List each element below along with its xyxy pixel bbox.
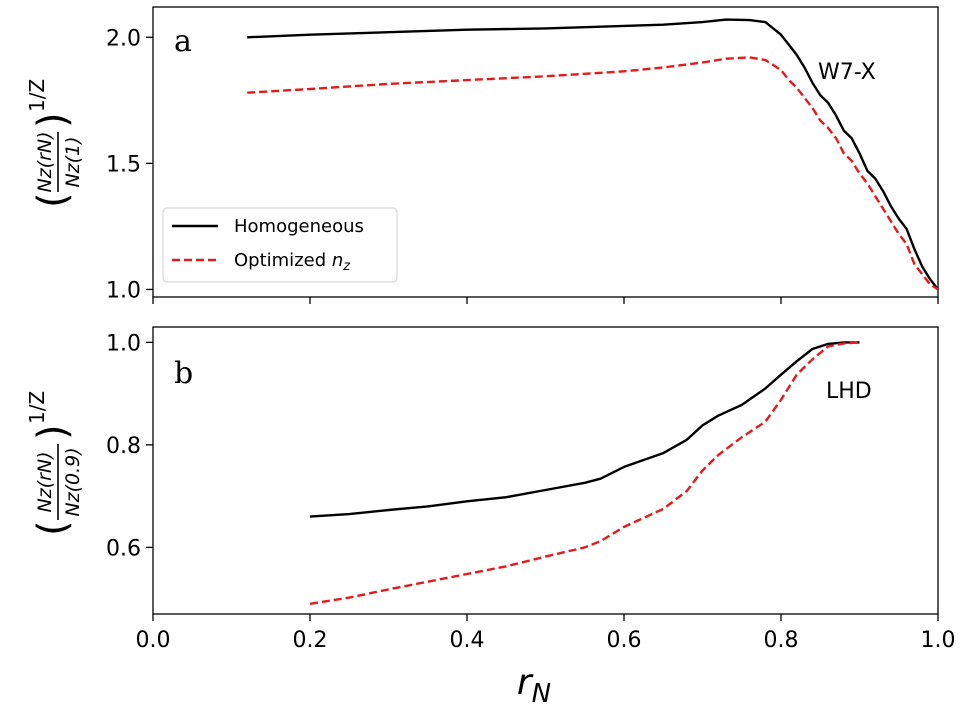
x-tick-label: 0.4 (450, 628, 485, 653)
y-tick-label: 2.0 (106, 26, 141, 51)
annotation-lhd: LHD (826, 379, 872, 404)
x-ticks-b: 0.0 0.2 0.4 0.6 0.8 1.0 (136, 614, 956, 653)
plot-frame-a (152, 6, 939, 298)
legend: Homogeneous Optimized nz (162, 207, 398, 283)
y-label-left-paren: ( (30, 192, 76, 208)
y-tick-label: 1.0 (106, 331, 141, 356)
x-tick-label: 0.0 (136, 628, 171, 653)
series-line-optimized (247, 56, 939, 291)
series-line-homogeneous (309, 341, 860, 518)
annotation-w7x: W7-X (818, 60, 876, 85)
y-tick-label: 1.0 (106, 278, 141, 303)
x-axis-label-sub: N (532, 679, 551, 705)
y-axis-label-b: ( Nz(rN) Nz(0.9) ) 1/Z (25, 391, 84, 536)
legend-box (162, 207, 398, 283)
legend-label-homogeneous: Homogeneous (234, 216, 364, 237)
panel-b: ( Nz(rN) Nz(0.9) ) 1/Z 0.60.81.0 0.0 0.2 0… (25, 326, 956, 653)
y-ticks-a: 1.0 1.5 2.0 (106, 26, 153, 303)
plot-frame-b (152, 326, 939, 615)
y-tick-label: 1.5 (106, 152, 141, 177)
series-line-optimized (309, 341, 860, 605)
series-b (309, 341, 860, 605)
y-label-numerator: Nz(rN) (34, 451, 56, 512)
series-line-homogeneous (247, 18, 939, 291)
panel-label-b: b (174, 356, 193, 391)
y-label-left-paren: ( (30, 520, 76, 536)
x-axis-label: rN (517, 662, 551, 705)
x-ticks-a (152, 297, 939, 304)
x-axis-label-main: r (517, 662, 534, 703)
legend-label-optimized: Optimized nz (234, 250, 351, 274)
panel-a: ( Nz(rN) Nz(1) ) 1/Z 1.0 1.5 2.0 a W7-X Ho… (25, 6, 939, 304)
y-tick-label: 0.6 (106, 536, 141, 561)
y-label-denominator: Nz(0.9) (62, 447, 84, 516)
x-tick-label: 0.6 (607, 628, 642, 653)
y-label-right-paren: ) (30, 112, 76, 128)
y-tick-label: 0.8 (106, 434, 141, 459)
series-a (247, 18, 939, 291)
y-label-exponent: 1/Z (25, 79, 49, 112)
legend-label-optimized-var: n (332, 250, 343, 271)
x-tick-label: 0.8 (764, 628, 799, 653)
panel-label-a: a (174, 24, 192, 59)
y-label-right-paren: ) (30, 424, 76, 440)
x-tick-label: 0.2 (293, 628, 328, 653)
legend-label-optimized-sub: z (342, 259, 351, 274)
x-tick-label: 1.0 (921, 628, 956, 653)
y-axis-label-a: ( Nz(rN) Nz(1) ) 1/Z (25, 79, 84, 208)
legend-label-optimized-main: Optimized (234, 250, 332, 271)
y-label-exponent: 1/Z (25, 391, 49, 424)
y-label-numerator: Nz(rN) (34, 131, 56, 192)
y-label-denominator: Nz(1) (62, 136, 84, 187)
y-ticks-b: 0.6 0.8 1.0 (106, 331, 153, 561)
